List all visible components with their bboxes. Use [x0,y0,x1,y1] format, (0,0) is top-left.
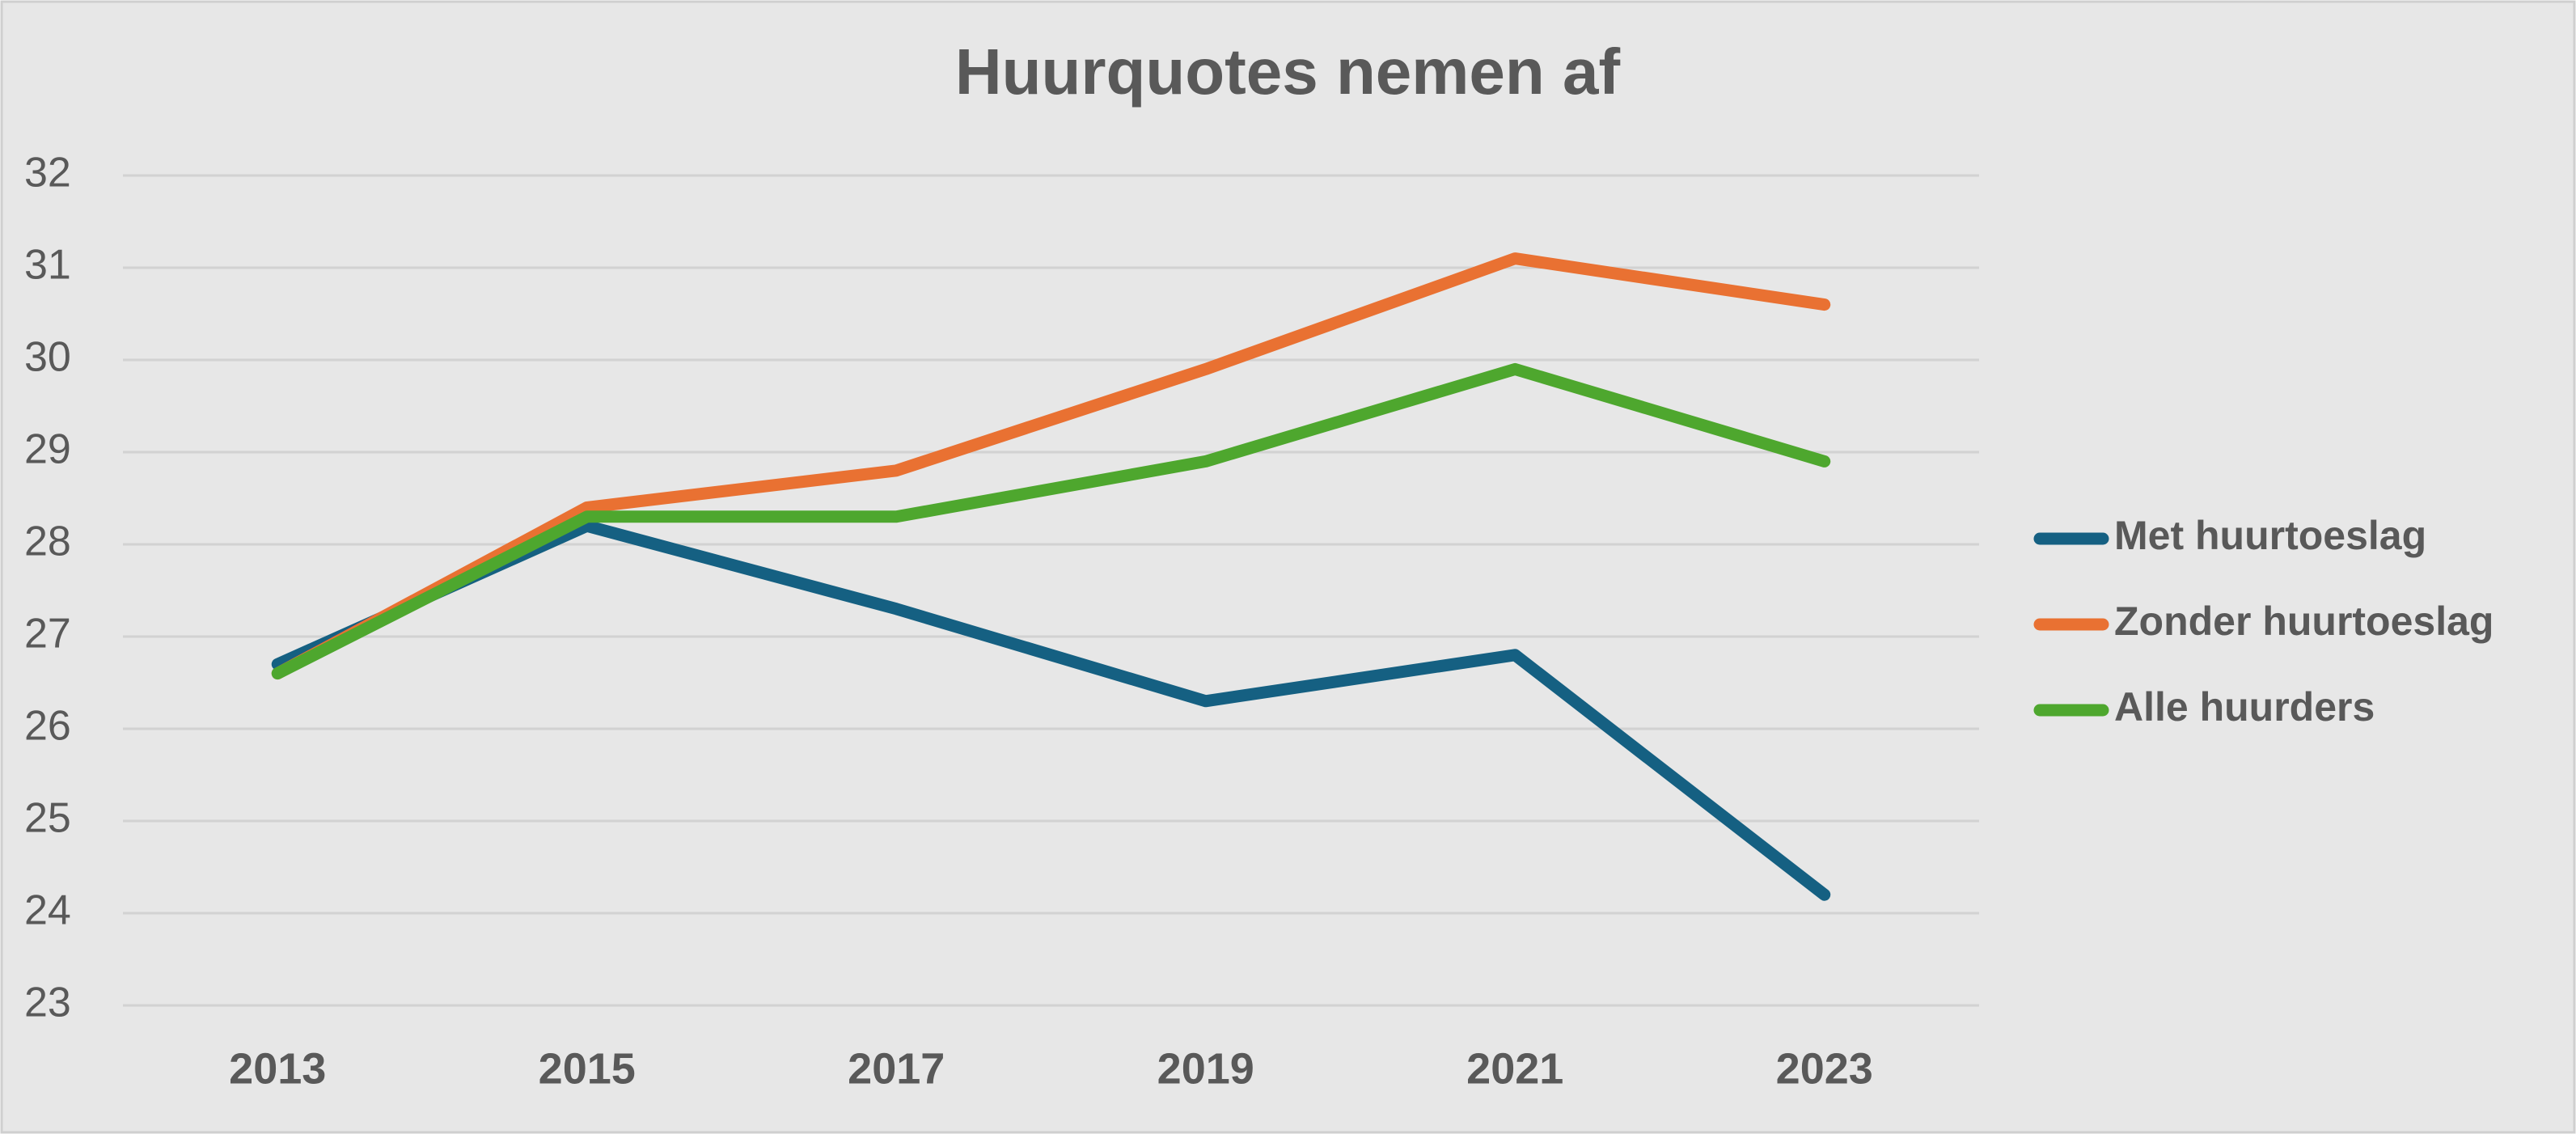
y-tick-label: 29 [24,426,71,473]
y-tick-label: 26 [24,703,71,750]
y-tick-label: 32 [24,150,71,197]
y-tick-label: 30 [24,334,71,381]
x-tick-label: 2013 [229,1044,326,1093]
series-line [271,362,1831,680]
y-tick-label: 31 [24,242,71,289]
y-tick-label: 24 [24,887,71,934]
y-tick-label: 23 [24,980,71,1026]
series-line [271,252,1831,680]
x-tick-label: 2021 [1466,1044,1563,1093]
x-tick-label: 2015 [539,1044,636,1093]
x-tick-label: 2023 [1776,1044,1873,1093]
y-tick-label: 28 [24,518,71,565]
legend-label: Alle huurders [2114,684,2375,730]
y-tick-label: 27 [24,611,71,658]
legend-label: Zonder huurtoeslag [2114,599,2494,644]
chart-title: Huurquotes nemen af [955,36,1621,108]
y-tick-label: 25 [24,795,71,842]
legend-label: Met huurtoeslag [2114,513,2426,558]
x-tick-label: 2019 [1157,1044,1254,1093]
x-tick-label: 2017 [848,1044,945,1093]
